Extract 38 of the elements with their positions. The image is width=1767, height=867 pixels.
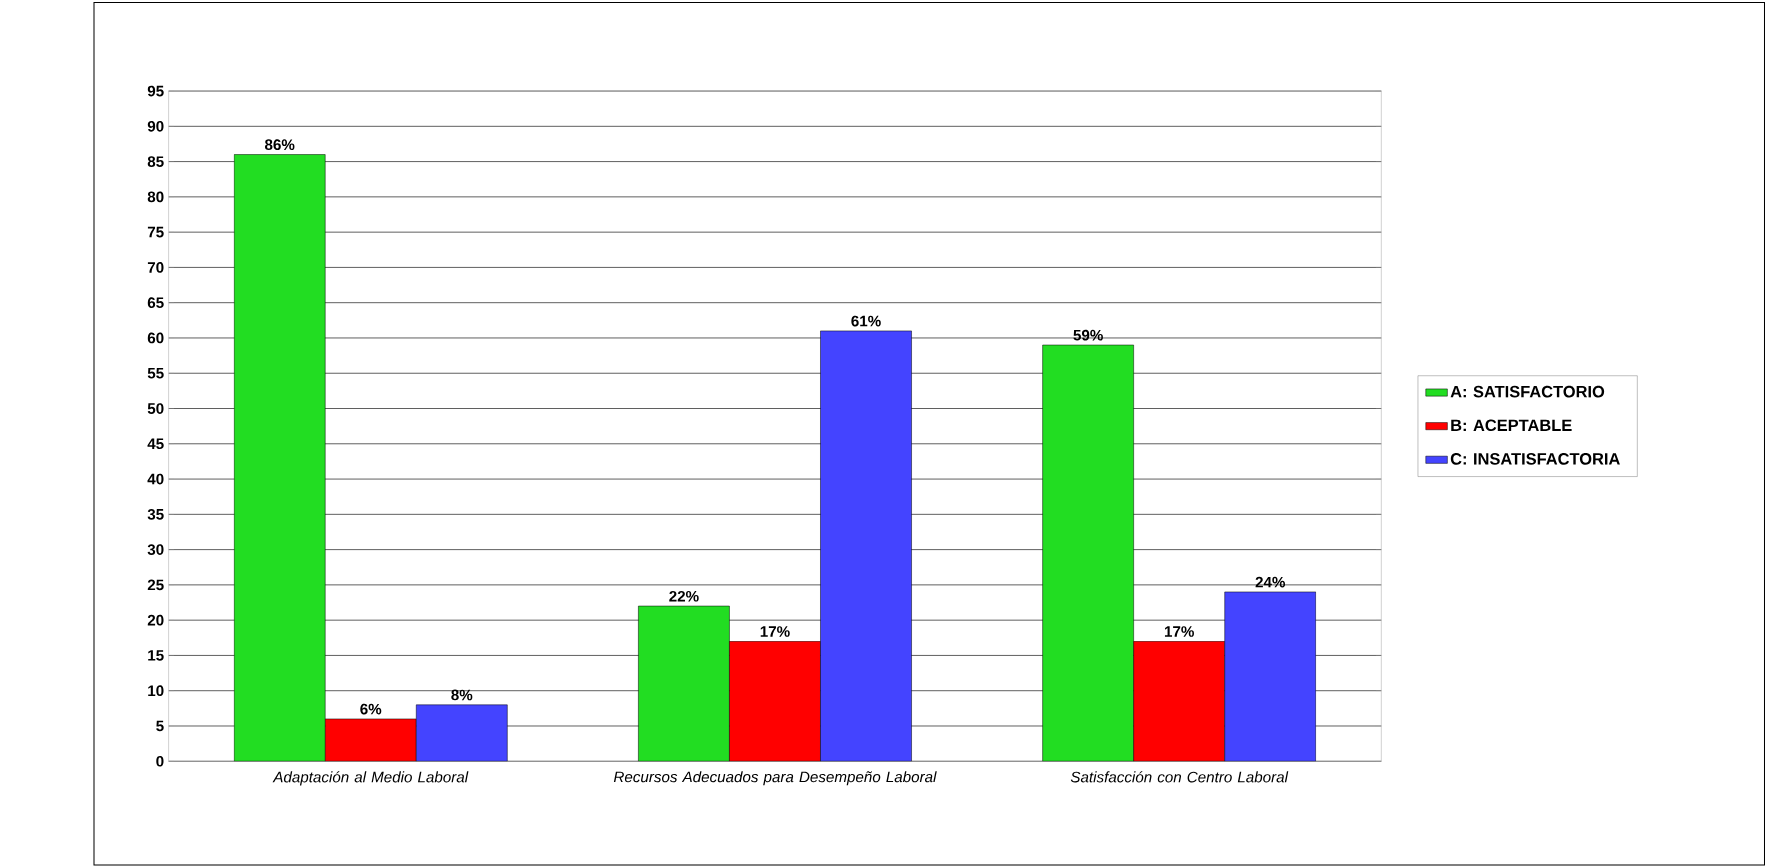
data-label: 17% <box>1164 625 1194 637</box>
bar <box>1133 640 1225 762</box>
y-tick-label: 0 <box>156 755 164 767</box>
y-tick-label: 50 <box>147 402 164 414</box>
x-tick-label: Adaptación al Medio Laboral <box>272 770 469 786</box>
x-tick-label: Recursos Adecuados para Desempeño Laboral <box>613 770 937 786</box>
y-tick-label: 65 <box>147 297 164 308</box>
data-label: 17% <box>760 625 790 637</box>
data-label: 61% <box>851 315 881 327</box>
y-tick-label: 35 <box>147 508 164 520</box>
data-label: 8% <box>451 689 473 701</box>
y-tick-label: 5 <box>156 720 164 732</box>
y-tick-label: 75 <box>147 226 164 238</box>
data-label: 86% <box>264 139 295 150</box>
y-tick-label: 20 <box>147 614 164 626</box>
x-tick-label: Satisfacción con Centro Laboral <box>1070 770 1289 783</box>
legend-label: A: SATISFACTORIO <box>1450 385 1605 398</box>
data-label: 6% <box>360 703 382 715</box>
y-tick-label: 60 <box>147 332 164 344</box>
y-tick-label: 45 <box>147 438 164 449</box>
y-tick-label: 10 <box>148 685 164 696</box>
bar <box>324 718 417 762</box>
y-tick-label: 85 <box>147 155 164 167</box>
y-tick-label: 15 <box>148 649 164 661</box>
legend-label: B: ACEPTABLE <box>1451 419 1572 431</box>
y-tick-label: 55 <box>147 367 164 379</box>
y-tick-label: 95 <box>147 85 164 97</box>
y-tick-label: 70 <box>147 261 164 273</box>
data-label: 22% <box>669 590 699 602</box>
y-tick-label: 40 <box>147 473 164 485</box>
y-tick-label: 30 <box>147 544 164 555</box>
y-tick-label: 80 <box>147 191 164 202</box>
y-tick-label: 25 <box>147 579 164 591</box>
data-label: 59% <box>1073 329 1103 341</box>
bar <box>729 640 821 762</box>
data-label: 24% <box>1255 576 1286 588</box>
y-tick-label: 90 <box>147 120 164 132</box>
legend-label: C: INSATISFACTORIA <box>1450 452 1620 465</box>
